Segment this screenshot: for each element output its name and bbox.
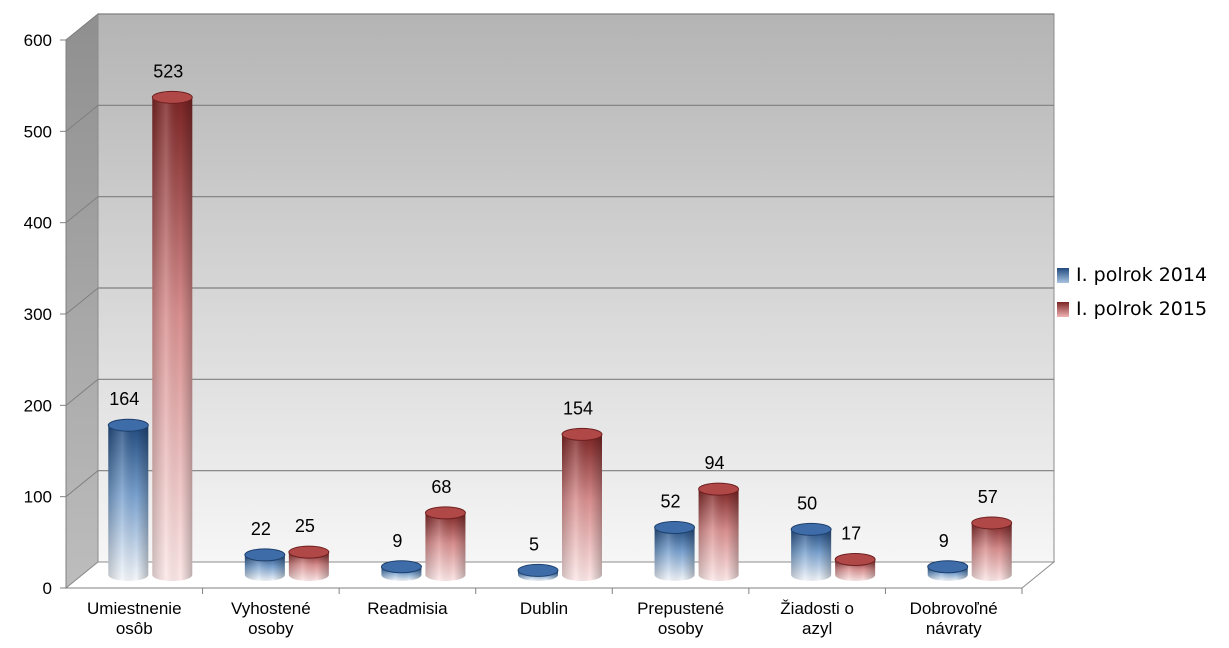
- y-tick-label: 300: [24, 305, 52, 324]
- bar: [971, 516, 1013, 581]
- data-label: 154: [563, 398, 593, 418]
- data-label: 68: [431, 477, 451, 497]
- category-label: Dublin: [520, 599, 568, 618]
- y-tick-label: 500: [24, 122, 52, 141]
- category-label: Umiestnenie osôb: [87, 599, 182, 638]
- bar-shading: [654, 527, 695, 581]
- bar-top: [288, 545, 330, 559]
- gridline-side: [65, 196, 99, 224]
- gridline-side: [65, 104, 99, 132]
- bar-top: [971, 516, 1013, 530]
- bar: [927, 560, 969, 581]
- bar-shading: [108, 425, 149, 581]
- category-label: Vyhostené osoby: [231, 599, 311, 638]
- bar: [654, 521, 696, 581]
- data-label: 22: [251, 519, 271, 539]
- y-tick-label: 200: [24, 396, 52, 415]
- y-tick-label: 100: [24, 488, 52, 507]
- data-label: 9: [392, 531, 402, 551]
- data-label: 5: [529, 534, 539, 554]
- bar: [380, 560, 422, 581]
- data-label: 50: [797, 493, 817, 513]
- data-label: 94: [705, 453, 725, 473]
- bar: [244, 548, 286, 581]
- bar-top: [834, 552, 876, 566]
- legend-item-2014: I. polrok 2014: [1057, 258, 1207, 292]
- bar: [151, 90, 193, 582]
- y-tick-label: 600: [24, 31, 52, 50]
- bar: [424, 506, 466, 581]
- bar: [561, 427, 603, 581]
- gridline-side: [65, 378, 99, 406]
- data-label: 17: [841, 523, 861, 543]
- bar: [834, 552, 876, 581]
- data-label: 164: [109, 389, 139, 409]
- bar-top: [424, 506, 466, 520]
- bar-top: [927, 560, 969, 574]
- category-label: Readmisia: [367, 599, 448, 618]
- bar-shading: [288, 552, 329, 581]
- bar-shading: [152, 97, 193, 582]
- category-label: Dobrovoľné návraty: [910, 599, 998, 638]
- bar-shading: [425, 512, 466, 581]
- legend-label-2014: I. polrok 2014: [1076, 264, 1208, 286]
- category-label: Žiadosti o azyl: [780, 599, 854, 638]
- bar-top: [107, 418, 149, 432]
- bar: [288, 545, 330, 581]
- bar-top: [151, 90, 193, 104]
- bar-shading: [562, 434, 602, 581]
- legend-item-2015: I. polrok 2015: [1057, 292, 1207, 326]
- bar-top: [790, 522, 832, 536]
- data-label: 25: [295, 516, 315, 536]
- bar: [517, 563, 559, 581]
- bar-shading: [971, 522, 1012, 581]
- data-label: 523: [153, 61, 183, 81]
- gridline-side: [65, 287, 99, 315]
- category-label: Prepustené osoby: [637, 599, 724, 638]
- bar-top: [561, 427, 603, 441]
- y-tick-label: 400: [24, 214, 52, 233]
- bar: [698, 482, 740, 581]
- bar-shading: [791, 529, 832, 581]
- bar-shading: [244, 554, 285, 581]
- gridline-side: [65, 13, 99, 41]
- bar-top: [654, 521, 696, 535]
- data-label: 9: [939, 531, 949, 551]
- bar: [107, 418, 149, 581]
- data-label: 52: [661, 492, 681, 512]
- gridline-side: [65, 470, 99, 498]
- bar-shading: [698, 489, 739, 581]
- legend-label-2015: I. polrok 2015: [1076, 298, 1208, 320]
- bar-top: [244, 548, 286, 562]
- bar-top: [380, 560, 422, 574]
- legend-swatch-2014: [1057, 267, 1069, 283]
- legend: I. polrok 2014 I. polrok 2015: [1057, 258, 1207, 326]
- data-label: 57: [978, 487, 998, 507]
- bar-top: [698, 482, 740, 496]
- bar: [790, 522, 832, 581]
- legend-swatch-2015: [1057, 301, 1069, 317]
- bar-top: [517, 563, 559, 577]
- y-tick-label: 0: [43, 579, 52, 598]
- plot-floor: [64, 561, 1056, 589]
